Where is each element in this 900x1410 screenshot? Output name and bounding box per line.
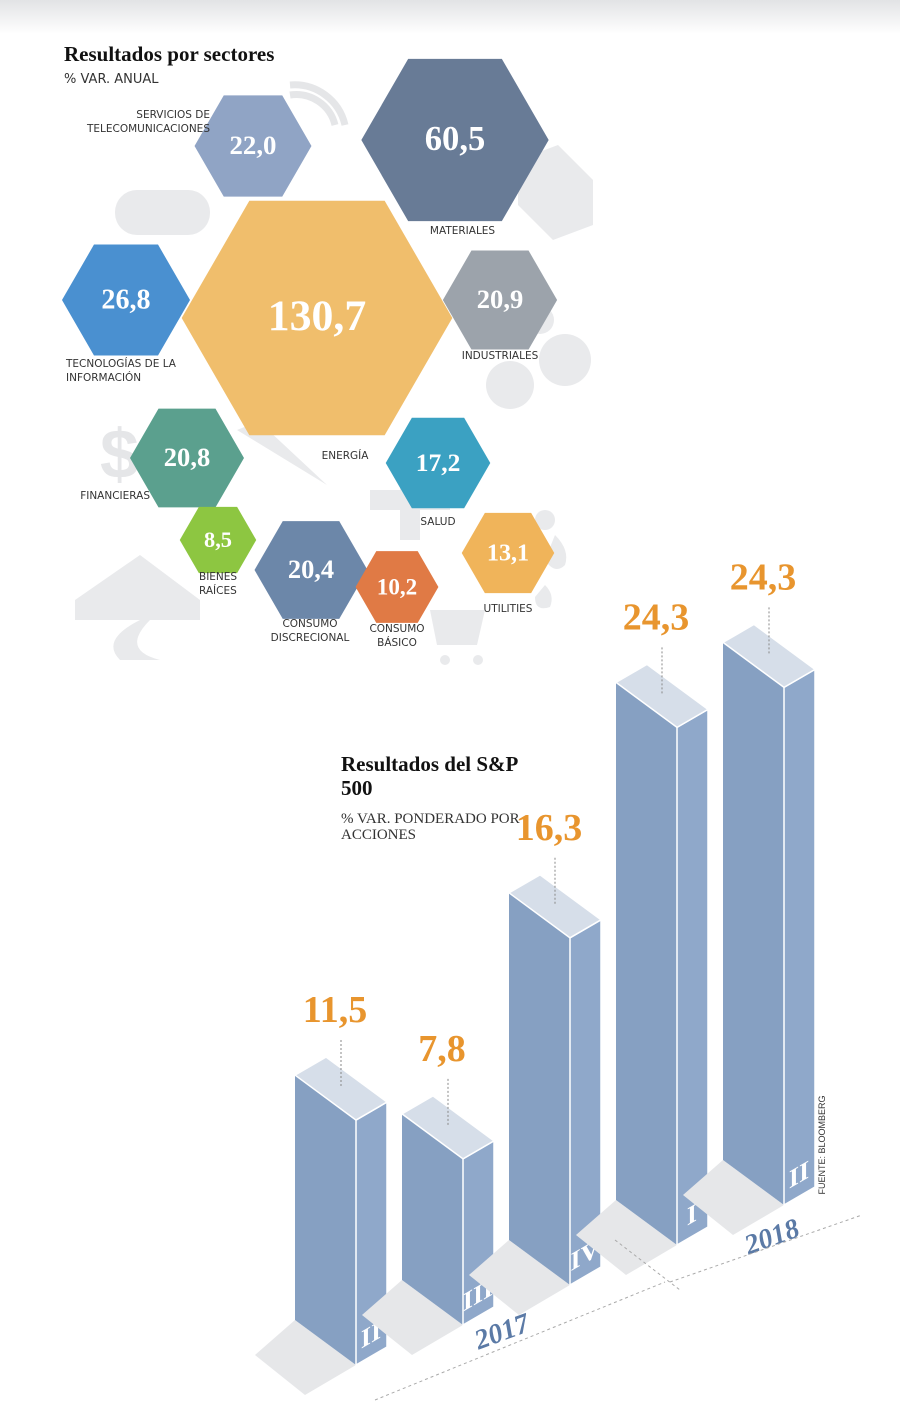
sector-name: ENERGÍA: [321, 450, 369, 462]
bar-shadow: [576, 1200, 677, 1275]
bar-shadow: [469, 1240, 570, 1315]
sector-name: CONSUMO DISCRECIONAL: [270, 618, 350, 644]
hexagon: [361, 58, 549, 222]
value-label: 17,2: [416, 448, 461, 477]
sector-name: SALUD: [420, 516, 456, 528]
category-label: I: [687, 1198, 697, 1233]
sector-name: SERVICIOS DE TELECOMUNICACIONES: [86, 109, 210, 135]
value-label: 16,3: [516, 807, 583, 849]
bar-top: [614, 663, 710, 729]
value-label: 11,5: [303, 989, 367, 1031]
bar-top: [400, 1094, 496, 1160]
category-label: II: [789, 1155, 809, 1195]
bar-side: [723, 642, 784, 1205]
value-label: 20,8: [164, 442, 210, 472]
sectors-subtitle: % VAR. ANUAL: [64, 72, 159, 87]
sector-name: MATERIALES: [429, 225, 496, 237]
value-label: 26,8: [101, 284, 150, 315]
value-label: 10,2: [377, 573, 417, 599]
bar-side: [295, 1075, 356, 1365]
hexagon: [181, 200, 453, 436]
value-label: 24,3: [730, 556, 797, 598]
value-label: 60,5: [425, 120, 486, 158]
bar-top: [721, 623, 817, 689]
hexagon: [130, 408, 244, 508]
sectors-title: Resultados por sectores: [64, 42, 275, 66]
bar-front: [783, 668, 816, 1207]
sp-title: Resultados del S&P 500: [341, 752, 518, 800]
bar-top: [293, 1056, 389, 1121]
hexagon: [355, 551, 439, 623]
hexagon: [461, 512, 555, 594]
hexagon: [254, 521, 368, 619]
baseline: [374, 1214, 863, 1401]
bar-side: [616, 682, 677, 1245]
sector-name: BIENES RAÍCES: [199, 571, 238, 597]
value-label: 8,5: [204, 527, 232, 552]
bar-side: [402, 1113, 463, 1325]
sector-name: INDUSTRIALES: [461, 350, 539, 362]
value-label: 24,3: [623, 596, 690, 638]
hexagon: [442, 250, 558, 350]
source: FUENTE: BLOOMBERG: [817, 1095, 827, 1195]
value-label: 20,4: [288, 554, 334, 584]
value-label: 7,8: [418, 1028, 466, 1070]
value-label: 22,0: [229, 130, 276, 160]
sector-name: UTILITIES: [483, 603, 533, 615]
sector-name: CONSUMO BÁSICO: [369, 623, 425, 649]
bar-shadow: [683, 1160, 784, 1235]
hexagon: [179, 506, 257, 574]
bar-front: [676, 708, 709, 1247]
hexagon: [385, 417, 491, 509]
value-label: 20,9: [477, 284, 523, 314]
sp-subtitle: % VAR. PONDERADO POR ACCIONES: [341, 811, 520, 843]
value-label: 13,1: [487, 540, 529, 567]
sector-name: TECNOLOGÍAS DE LA INFORMACIÓN: [66, 358, 176, 384]
bar-top: [507, 873, 603, 939]
bar-shadow: [255, 1320, 356, 1395]
hexagon: [61, 244, 191, 356]
value-label: 130,7: [268, 292, 366, 340]
bar-side: [509, 892, 570, 1285]
hexagon: [194, 95, 312, 197]
sector-name: FINANCIERAS: [80, 490, 150, 502]
bar-shadow: [362, 1280, 463, 1355]
